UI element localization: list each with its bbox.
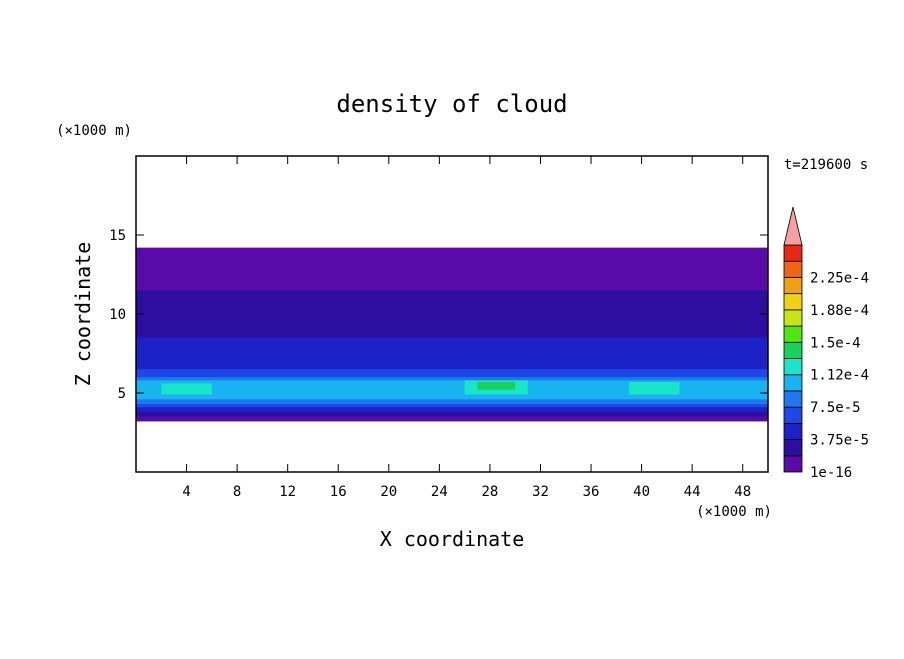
x-axis-title: X coordinate [380, 527, 525, 551]
x-tick-label: 28 [481, 484, 498, 500]
y-tick-label: 15 [109, 228, 126, 244]
x-tick-label: 20 [380, 484, 397, 500]
x-tick-label: 8 [233, 484, 241, 500]
colorbar-label: 1.12e-4 [810, 368, 869, 384]
colorbar-label: 1.88e-4 [810, 303, 869, 319]
x-tick-label: 12 [279, 484, 296, 500]
colorbar-swatch [783, 277, 803, 295]
colorbar-label: 7.5e-5 [810, 400, 861, 416]
colorbar: 1e-16 3.75e-5 7.5e-5 1.12e-4 1.5e-4 1.88e-4 2.… [783, 206, 869, 481]
colorbar-swatch [783, 341, 803, 359]
y-tick-label: 10 [109, 307, 126, 323]
plot-area [136, 247, 768, 422]
x-axis-ticks: 4 8 12 16 20 24 28 32 36 40 44 48 [182, 156, 751, 500]
contour-band [477, 381, 516, 390]
colorbar-swatch [783, 244, 803, 262]
x-tick-label: 16 [330, 484, 347, 500]
colorbar-swatch [783, 260, 803, 278]
colorbar-swatch [783, 455, 803, 473]
colorbar-swatch [783, 293, 803, 311]
x-axis-unit: (×1000 m) [696, 504, 772, 520]
colorbar-swatch [783, 374, 803, 392]
contour-band [136, 380, 768, 400]
y-axis-unit: (×1000 m) [56, 123, 132, 139]
y-tick-label: 5 [118, 386, 126, 402]
x-tick-label: 48 [734, 484, 751, 500]
time-label: t=219600 s [784, 157, 868, 173]
x-tick-label: 4 [182, 484, 190, 500]
contour-band [161, 383, 212, 395]
colorbar-swatch [783, 358, 803, 376]
x-tick-label: 36 [583, 484, 600, 500]
contour-band [628, 381, 680, 395]
colorbar-label: 2.25e-4 [810, 270, 869, 286]
x-tick-label: 40 [633, 484, 650, 500]
x-tick-label: 32 [532, 484, 549, 500]
colorbar-swatch [783, 406, 803, 424]
y-axis-title: Z coordinate [71, 242, 95, 387]
colorbar-label: 1e-16 [810, 465, 852, 481]
chart-title: density of cloud [336, 90, 567, 118]
colorbar-extend-triangle [783, 206, 803, 246]
colorbar-swatch [783, 309, 803, 327]
colorbar-label: 1.5e-4 [810, 335, 861, 351]
colorbar-swatch [783, 422, 803, 440]
x-tick-label: 44 [684, 484, 701, 500]
colorbar-swatch [783, 439, 803, 457]
colorbar-swatch [783, 325, 803, 343]
y-axis-ticks: 5 10 15 [109, 228, 768, 402]
x-tick-label: 24 [431, 484, 448, 500]
colorbar-swatch [783, 390, 803, 408]
colorbar-label: 3.75e-5 [810, 433, 869, 449]
